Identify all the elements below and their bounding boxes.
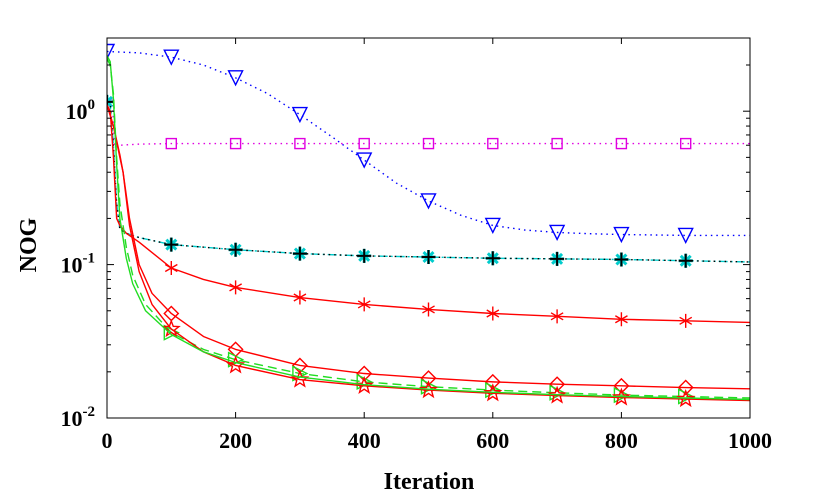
y-tick-base-2: 10 <box>66 99 88 124</box>
marker-magenta-square-3 <box>358 137 370 150</box>
y-tick-base-1: 10 <box>61 253 83 278</box>
marker-red-diamond-6 <box>549 376 566 393</box>
marker-magenta-square-8 <box>680 137 692 150</box>
marker-red-diamond-8 <box>677 379 694 396</box>
plot-layer <box>107 43 750 408</box>
marker-red-star-8 <box>679 313 693 328</box>
marker-magenta-square-6 <box>551 137 563 150</box>
series-line-red-star <box>107 104 750 324</box>
y-tick-label-1: 10-1 <box>61 251 96 278</box>
marker-magenta-square-1 <box>229 137 242 150</box>
series-group <box>107 43 750 408</box>
marker-black-plus-4 <box>357 248 372 263</box>
x-tick-label-5: 1000 <box>728 428 772 453</box>
y-tick-base-0: 10 <box>61 406 83 431</box>
marker-magenta-square-2 <box>294 137 306 150</box>
series-blue-triangle-down <box>107 43 750 244</box>
series-line-cyan-asterisk <box>107 101 750 263</box>
y-tick-exp-2: 0 <box>88 97 96 113</box>
marker-blue-triangle-down-9 <box>677 227 694 244</box>
marker-red-star-1 <box>229 280 243 295</box>
marker-red-diamond-3 <box>356 365 373 382</box>
series-black-plus <box>107 94 750 268</box>
series-green-line <box>107 55 750 401</box>
marker-red-diamond-4 <box>420 370 437 387</box>
marker-red-star-5 <box>486 306 500 321</box>
x-tick-label-3: 600 <box>476 428 509 453</box>
marker-red-pentagram-8 <box>676 388 696 408</box>
marker-blue-triangle-down-1 <box>163 49 180 66</box>
marker-black-plus-0 <box>107 94 114 109</box>
marker-red-star-4 <box>422 302 435 317</box>
axes-box <box>106 37 751 419</box>
marker-black-plus-1 <box>164 237 179 252</box>
marker-red-star-7 <box>614 312 628 327</box>
series-magenta-square <box>107 98 750 150</box>
marker-red-pentagram-7 <box>611 387 631 406</box>
marker-red-diamond-5 <box>484 373 501 390</box>
x-axis-title: Iteration <box>384 469 475 495</box>
series-cyan-asterisk <box>107 94 750 268</box>
series-line-green-triangle-right <box>107 58 750 399</box>
marker-blue-triangle-down-7 <box>548 224 566 242</box>
marker-black-plus-6 <box>485 251 500 266</box>
marker-black-plus-8 <box>614 252 629 267</box>
marker-red-pentagram-0 <box>161 319 181 338</box>
y-tick-label-2: 100 <box>66 97 96 124</box>
series-line-green-line <box>107 55 750 401</box>
marker-black-plus-5 <box>421 250 436 265</box>
marker-red-diamond-7 <box>613 377 630 394</box>
x-tick-label-1: 200 <box>219 428 252 453</box>
x-tick-label-0: 0 <box>102 428 113 453</box>
marker-black-plus-9 <box>678 253 693 268</box>
marker-magenta-square-5 <box>487 137 499 150</box>
marker-blue-triangle-down-5 <box>420 193 437 210</box>
marker-red-star-0 <box>164 261 178 276</box>
marker-magenta-square-7 <box>615 137 628 150</box>
marker-blue-triangle-down-2 <box>227 70 244 87</box>
marker-magenta-square-4 <box>422 137 435 150</box>
series-line-magenta-square <box>107 98 750 149</box>
marker-red-pentagram-6 <box>547 385 567 404</box>
marker-blue-triangle-down-0 <box>107 43 116 61</box>
y-axis-title: NOG <box>16 217 42 272</box>
x-tick-label-2: 400 <box>348 428 381 453</box>
marker-black-plus-3 <box>292 246 307 261</box>
series-red-pentagram <box>107 104 750 408</box>
marker-black-plus-2 <box>228 242 243 257</box>
x-tick-label-4: 800 <box>605 428 638 453</box>
marker-magenta-square-0 <box>165 137 178 150</box>
marker-red-star-2 <box>293 290 307 305</box>
marker-black-plus-7 <box>550 251 565 266</box>
marker-red-pentagram-5 <box>483 383 503 402</box>
series-line-red-pentagram <box>107 104 750 402</box>
y-tick-label-0: 10-2 <box>61 404 96 431</box>
marker-blue-triangle-down-3 <box>291 106 309 124</box>
series-red-star <box>107 104 750 328</box>
y-tick-exp-0: -2 <box>83 404 96 420</box>
marker-blue-triangle-down-6 <box>484 217 501 235</box>
y-tick-exp-1: -1 <box>83 251 96 267</box>
marker-red-pentagram-1 <box>226 355 246 374</box>
marker-blue-triangle-down-8 <box>613 226 630 244</box>
marker-red-star-3 <box>357 297 371 312</box>
marker-red-star-6 <box>550 309 564 324</box>
marker-blue-triangle-down-4 <box>356 152 373 169</box>
series-line-black-plus <box>107 101 750 263</box>
marker-red-pentagram-4 <box>418 380 439 399</box>
